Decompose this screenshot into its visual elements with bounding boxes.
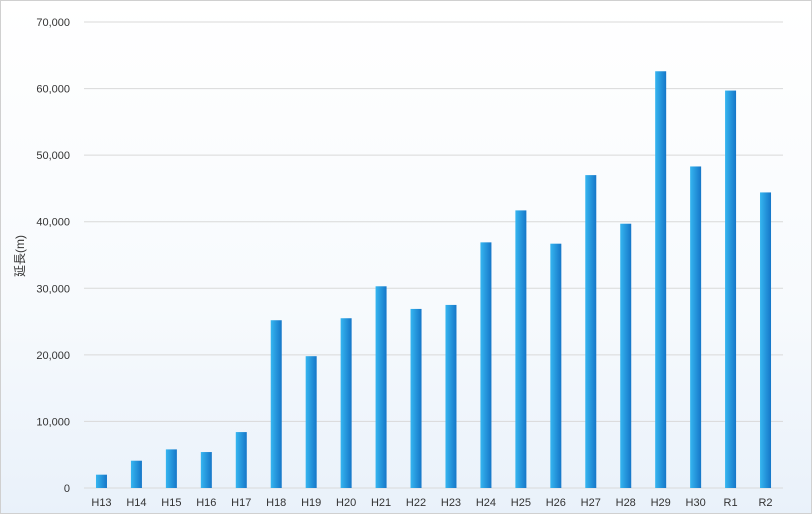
x-tick-label: H20 [336,497,356,509]
x-tick-label: H14 [126,497,146,509]
x-tick-label: H17 [231,497,251,509]
x-tick-label: H18 [266,497,286,509]
x-tick-label: H19 [301,497,321,509]
x-tick-label: R2 [758,497,772,509]
y-tick-label: 50,000 [36,150,70,162]
y-tick-label: 30,000 [36,283,70,295]
gridlines [84,21,783,489]
x-tick-label: H15 [161,497,181,509]
x-tick-label: H24 [476,497,496,509]
y-tick-label: 40,000 [36,217,70,229]
x-tick-label: R1 [724,497,738,509]
bar-r1 [725,90,737,488]
bar-h29 [655,71,667,489]
bar-h26 [550,243,562,488]
x-tick-label: H13 [91,497,111,509]
y-tick-label: 20,000 [36,350,70,362]
y-tick-label: 10,000 [36,416,70,428]
x-tick-label: H26 [546,497,566,509]
y-axis-ticks: 0 10,000 20,000 30,000 40,000 50,000 60,000 70,… [36,17,70,495]
bar-h23 [445,304,457,488]
bars [95,71,772,489]
y-tick-label: 60,000 [36,84,70,96]
bar-h18 [270,320,282,488]
x-tick-label: H28 [616,497,636,509]
bar-h28 [620,223,632,488]
bar-h16 [200,452,212,488]
x-tick-label: H30 [686,497,706,509]
bar-h15 [165,449,177,488]
bar-h19 [305,356,317,488]
bar-h24 [480,242,492,488]
bar-h30 [690,166,702,488]
x-tick-label: H23 [441,497,461,509]
bar-r2 [760,192,772,488]
x-tick-label: H29 [651,497,671,509]
y-tick-label: 0 [64,483,70,495]
bar-h13 [95,474,107,488]
bar-h21 [375,286,387,488]
bar-h14 [130,460,142,488]
x-tick-label: H22 [406,497,426,509]
bar-h25 [515,210,527,488]
y-tick-label: 70,000 [36,17,70,29]
x-axis-ticks: H13 H14 H15 H16 H17 H18 H19 H20 H21 H22 H23 H24 H25 H… [91,497,772,509]
x-tick-label: H25 [511,497,531,509]
x-tick-label: H21 [371,497,391,509]
x-tick-label: H16 [196,497,216,509]
bar-h27 [585,175,597,488]
y-axis-label: 延長(m) [13,235,27,277]
bar-h17 [235,432,247,488]
x-tick-label: H27 [581,497,601,509]
bar-h22 [410,308,422,488]
bar-h20 [340,318,352,488]
